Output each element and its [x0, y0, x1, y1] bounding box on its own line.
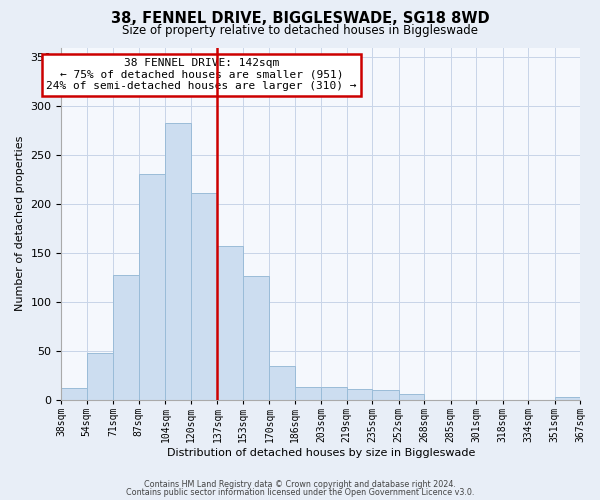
- Bar: [166, 123, 191, 400]
- Bar: [295, 387, 322, 400]
- Bar: [242, 276, 269, 400]
- Bar: [347, 389, 372, 400]
- Text: Size of property relative to detached houses in Biggleswade: Size of property relative to detached ho…: [122, 24, 478, 37]
- Bar: [217, 246, 242, 400]
- Text: 38 FENNEL DRIVE: 142sqm
← 75% of detached houses are smaller (951)
24% of semi-d: 38 FENNEL DRIVE: 142sqm ← 75% of detache…: [46, 58, 356, 92]
- Bar: [399, 394, 424, 400]
- Bar: [113, 276, 139, 400]
- Bar: [322, 387, 347, 400]
- Y-axis label: Number of detached properties: Number of detached properties: [15, 136, 25, 312]
- Bar: [372, 390, 399, 400]
- Bar: [61, 388, 86, 400]
- Text: Contains public sector information licensed under the Open Government Licence v3: Contains public sector information licen…: [126, 488, 474, 497]
- X-axis label: Distribution of detached houses by size in Biggleswade: Distribution of detached houses by size …: [167, 448, 475, 458]
- Bar: [139, 174, 166, 400]
- Bar: [269, 366, 295, 400]
- Bar: [86, 353, 113, 400]
- Bar: [191, 194, 217, 400]
- Text: 38, FENNEL DRIVE, BIGGLESWADE, SG18 8WD: 38, FENNEL DRIVE, BIGGLESWADE, SG18 8WD: [110, 11, 490, 26]
- Bar: [555, 397, 580, 400]
- Text: Contains HM Land Registry data © Crown copyright and database right 2024.: Contains HM Land Registry data © Crown c…: [144, 480, 456, 489]
